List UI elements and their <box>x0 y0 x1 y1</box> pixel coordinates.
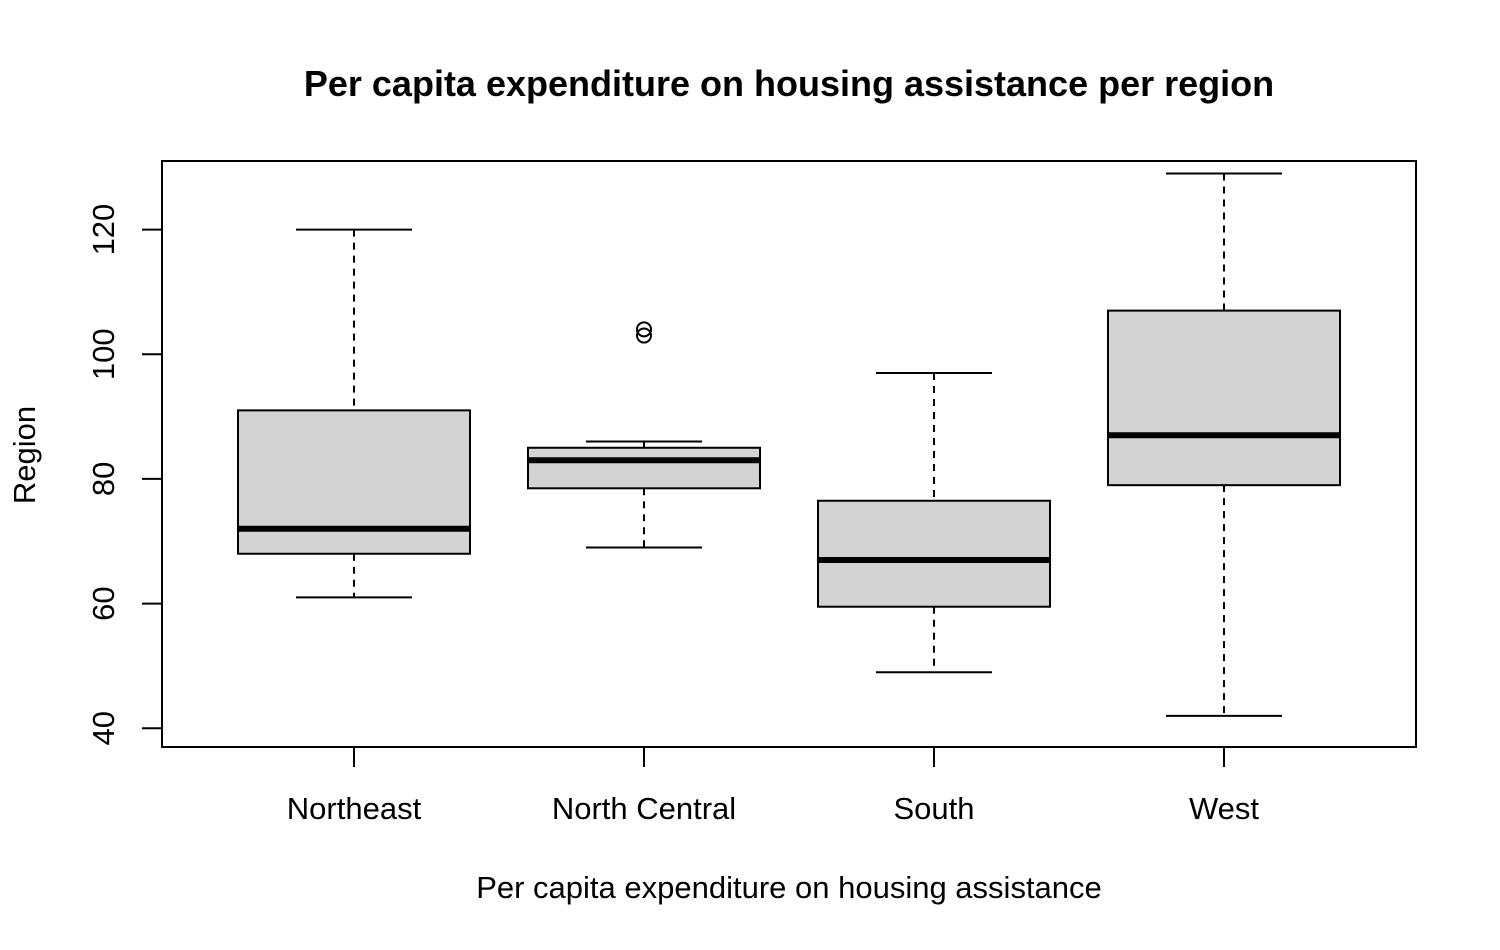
box-northeast <box>237 409 471 555</box>
y-tick-label-120: 120 <box>86 204 121 256</box>
x-tick-label-west: West <box>1189 791 1259 826</box>
y-tick-label-60: 60 <box>86 586 121 620</box>
y-tick-label-100: 100 <box>86 328 121 380</box>
x-axis: Northeast North Central South West <box>287 747 1259 826</box>
boxes-layer <box>237 172 1341 717</box>
outlier-point-north-central-0 <box>636 327 652 344</box>
box-group-northeast <box>237 228 471 599</box>
box-group-west <box>1107 172 1341 717</box>
box-group-north-central <box>527 321 761 549</box>
box-group-south <box>817 371 1051 674</box>
box-north-central <box>527 446 761 490</box>
y-tick-label-80: 80 <box>86 462 121 496</box>
outlier-point-north-central-1 <box>636 321 652 338</box>
y-axis-label: Region <box>7 406 42 504</box>
x-tick-label-north-central: North Central <box>552 791 736 826</box>
x-tick-label-northeast: Northeast <box>287 791 422 826</box>
x-axis-label: Per capita expenditure on housing assist… <box>476 870 1102 905</box>
x-tick-label-south: South <box>893 791 974 826</box>
box-south <box>817 499 1051 608</box>
y-axis: 40 60 80 100 120 <box>86 204 163 746</box>
y-tick-label-40: 40 <box>86 711 121 745</box>
box-west <box>1107 309 1341 487</box>
chart-title: Per capita expenditure on housing assist… <box>304 63 1274 104</box>
